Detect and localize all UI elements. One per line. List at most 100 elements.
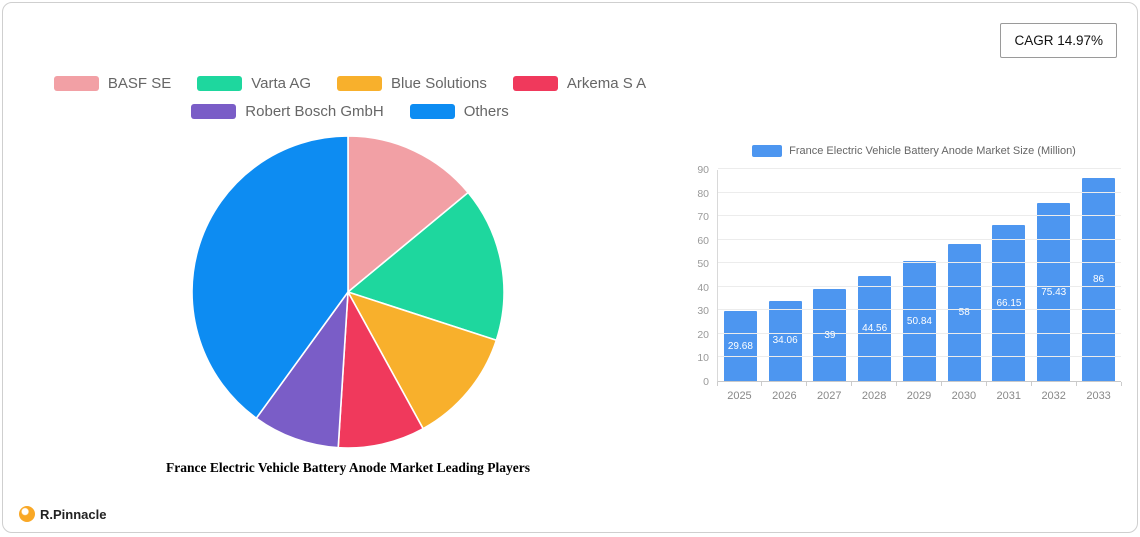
gridline xyxy=(718,332,1121,334)
gridline xyxy=(718,191,1121,193)
legend-label: Blue Solutions xyxy=(391,75,487,92)
legend-label: Varta AG xyxy=(251,75,311,92)
pie-chart-wrap xyxy=(185,129,511,455)
y-axis-label: 30 xyxy=(697,305,709,318)
bar-chart: 0 10 20 30 40 50 60 70 80 90 29.68 34.06 39 44.56 50.… xyxy=(691,164,1137,388)
bar-chart-bars: 29.68 34.06 39 44.56 50.84 58 66.15 75.43 86 xyxy=(718,170,1121,381)
bar-value-label: 34.06 xyxy=(772,335,798,347)
legend-swatch xyxy=(197,76,243,91)
bar-value-label: 50.84 xyxy=(906,315,932,327)
gridline xyxy=(718,356,1121,358)
cagr-text: CAGR 14.97% xyxy=(1014,33,1103,48)
y-axis-label: 60 xyxy=(697,234,709,247)
axis-tick xyxy=(806,382,808,386)
gridline xyxy=(718,168,1121,169)
axis-tick xyxy=(1075,382,1077,386)
axis-tick xyxy=(896,382,898,386)
cagr-badge: CAGR 14.97% xyxy=(1000,23,1117,58)
legend-label: Arkema S A xyxy=(566,75,647,92)
x-axis-label: 2033 xyxy=(1086,390,1111,402)
gridline xyxy=(718,262,1121,264)
legend-swatch xyxy=(191,104,237,119)
pie-legend-item-blue-solutions[interactable]: Blue Solutions xyxy=(337,75,487,92)
bar-value-label: 66.15 xyxy=(996,297,1022,309)
bar-chart-plot-area: 29.68 34.06 39 44.56 50.84 58 66.15 75.43 86 xyxy=(717,168,1121,382)
x-axis-label: 2029 xyxy=(906,390,932,402)
x-axis-label: 2032 xyxy=(1041,390,1066,402)
gridline xyxy=(718,215,1121,217)
axis-tick xyxy=(1030,382,1032,386)
logo-icon xyxy=(19,506,35,522)
axis-tick xyxy=(985,382,987,386)
bar-legend-label: France Electric Vehicle Battery Anode Ma… xyxy=(789,145,1076,157)
y-axis-label: 90 xyxy=(697,164,709,176)
pie-slice-blue-solutions[interactable] xyxy=(346,290,498,430)
pie-legend: BASF SE Varta AG Blue Solutions Arkema S A R… xyxy=(25,75,675,120)
legend-label: Others xyxy=(463,103,509,120)
bar-value-label: 75.43 xyxy=(1041,286,1067,298)
legend-label: BASF SE xyxy=(107,75,172,92)
pie-chart xyxy=(191,135,505,449)
bar-value-label: 58 xyxy=(958,307,970,319)
x-axis-label: 2025 xyxy=(727,390,752,402)
bar-chart-legend[interactable]: France Electric Vehicle Battery Anode Ma… xyxy=(691,145,1137,157)
bar-2025[interactable]: 29.68 xyxy=(723,311,757,381)
bar-value-label: 39 xyxy=(824,329,836,341)
y-axis-label: 40 xyxy=(697,281,709,294)
pie-slice-basf-se[interactable] xyxy=(347,135,470,294)
pie-legend-item-varta-ag[interactable]: Varta AG xyxy=(197,75,311,92)
x-axis-label: 2028 xyxy=(861,390,887,402)
legend-swatch xyxy=(53,76,99,91)
legend-swatch xyxy=(337,76,382,91)
bar-chart-section: France Electric Vehicle Battery Anode Ma… xyxy=(691,145,1137,402)
logo: R.Pinnacle xyxy=(19,506,106,522)
legend-swatch xyxy=(512,76,558,91)
bar-2031[interactable]: 66.15 xyxy=(992,225,1026,381)
axis-tick xyxy=(716,382,718,386)
bar-value-label: 86 xyxy=(1092,274,1105,286)
bar-2027[interactable]: 39 xyxy=(813,289,847,381)
bar-2030[interactable]: 58 xyxy=(947,244,981,381)
y-axis-label: 0 xyxy=(703,376,709,388)
pie-slice-robert-bosch-gmbh[interactable] xyxy=(255,289,349,449)
bar-chart-x-axis: 2025 2026 2027 2028 2029 2030 2031 2032 2033 xyxy=(717,390,1121,402)
gridline xyxy=(718,285,1121,287)
bar-2032[interactable]: 75.43 xyxy=(1037,203,1071,381)
y-axis-label: 50 xyxy=(697,258,709,271)
y-axis-label: 70 xyxy=(697,211,709,224)
pie-legend-item-robert-bosch-gmbh[interactable]: Robert Bosch GmbH xyxy=(191,103,384,120)
gridline xyxy=(718,309,1121,311)
pie-legend-item-basf-se[interactable]: BASF SE xyxy=(53,75,172,92)
bar-2033[interactable]: 86 xyxy=(1082,178,1115,381)
bar-value-label: 29.68 xyxy=(727,340,753,352)
bar-chart-y-axis: 0 10 20 30 40 50 60 70 80 90 xyxy=(691,164,717,388)
x-axis-label: 2030 xyxy=(951,390,977,402)
bar-legend-swatch xyxy=(752,145,783,157)
pie-slice-others[interactable] xyxy=(191,135,349,420)
axis-tick xyxy=(761,382,763,386)
axis-tick xyxy=(1120,382,1122,386)
pie-chart-section: BASF SE Varta AG Blue Solutions Arkema S A R… xyxy=(3,3,693,476)
axis-tick xyxy=(940,382,942,386)
axis-tick xyxy=(851,382,853,386)
x-axis-label: 2031 xyxy=(996,390,1022,402)
gridline xyxy=(718,238,1121,240)
logo-text: R.Pinnacle xyxy=(40,506,107,522)
y-axis-label: 80 xyxy=(697,187,709,200)
pie-slice-varta-ag[interactable] xyxy=(346,191,505,342)
pie-slice-arkema-s-a[interactable] xyxy=(337,289,425,449)
legend-swatch xyxy=(409,104,455,119)
y-axis-label: 20 xyxy=(697,328,709,341)
y-axis-label: 10 xyxy=(697,352,709,365)
pie-legend-item-others[interactable]: Others xyxy=(409,103,509,120)
bar-2026[interactable]: 34.06 xyxy=(768,300,802,381)
x-axis-label: 2027 xyxy=(816,390,842,402)
bar-2029[interactable]: 50.84 xyxy=(902,261,936,381)
bar-chart-x-ticks xyxy=(716,382,1122,387)
bar-value-label: 44.56 xyxy=(862,323,888,335)
bar-2028[interactable]: 44.56 xyxy=(858,276,892,381)
legend-label: Robert Bosch GmbH xyxy=(245,103,384,120)
pie-legend-item-arkema-s-a[interactable]: Arkema S A xyxy=(512,75,647,92)
pie-chart-title: France Electric Vehicle Battery Anode Ma… xyxy=(165,460,531,475)
